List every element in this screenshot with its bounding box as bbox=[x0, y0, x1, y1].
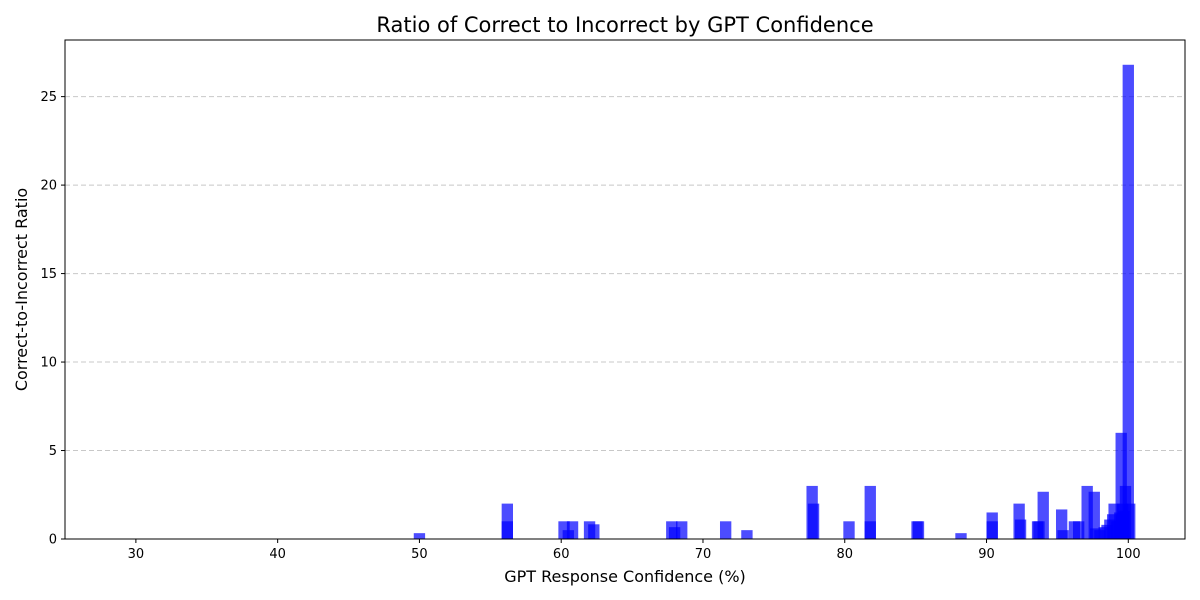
bar bbox=[668, 527, 681, 539]
bars-layer bbox=[413, 64, 1136, 540]
chart-title: Ratio of Correct to Incorrect by GPT Con… bbox=[376, 13, 873, 37]
x-tick-label: 30 bbox=[128, 547, 145, 562]
y-tick-label: 0 bbox=[49, 533, 57, 548]
bar bbox=[1122, 64, 1134, 540]
plot-frame bbox=[64, 39, 1186, 540]
bar bbox=[719, 521, 732, 539]
y-tick-label: 10 bbox=[40, 356, 57, 371]
bar bbox=[912, 521, 925, 539]
bar bbox=[843, 521, 855, 539]
bar bbox=[1081, 485, 1093, 539]
grid-layer bbox=[65, 96, 1185, 452]
x-tick-label: 90 bbox=[978, 547, 995, 562]
y-axis-label: Correct-to-Incorrect Ratio bbox=[12, 188, 31, 391]
bar bbox=[1124, 503, 1136, 539]
x-tick-label: 40 bbox=[269, 547, 286, 562]
bar bbox=[501, 521, 513, 539]
y-tick-label: 20 bbox=[40, 179, 57, 194]
bar bbox=[676, 521, 688, 539]
bar bbox=[807, 503, 820, 539]
y-tick-label: 25 bbox=[40, 90, 57, 105]
x-tick-label: 50 bbox=[411, 547, 428, 562]
bar bbox=[864, 521, 876, 539]
bar bbox=[1037, 491, 1049, 539]
y-tick-label: 5 bbox=[49, 444, 57, 459]
x-tick-label: 100 bbox=[1116, 547, 1141, 562]
y-axis: 0 5 10 15 20 25 bbox=[40, 90, 65, 548]
bar bbox=[1073, 521, 1085, 539]
bar bbox=[566, 521, 579, 539]
bar bbox=[1088, 491, 1100, 539]
bar bbox=[955, 533, 967, 539]
x-tick-label: 60 bbox=[553, 547, 570, 562]
bar bbox=[588, 524, 600, 539]
bar bbox=[1057, 530, 1069, 539]
bar bbox=[1014, 519, 1027, 539]
bar bbox=[864, 485, 876, 539]
bar bbox=[741, 530, 753, 539]
bar bbox=[501, 503, 513, 539]
x-tick-label: 70 bbox=[695, 547, 712, 562]
y-tick-label: 15 bbox=[40, 267, 57, 282]
bar bbox=[986, 521, 998, 539]
bar bbox=[1055, 509, 1068, 539]
x-axis: 30 40 50 60 70 80 90 100 bbox=[128, 539, 1141, 562]
bar bbox=[413, 533, 426, 539]
x-tick-label: 80 bbox=[836, 547, 853, 562]
x-axis-label: GPT Response Confidence (%) bbox=[504, 567, 746, 586]
